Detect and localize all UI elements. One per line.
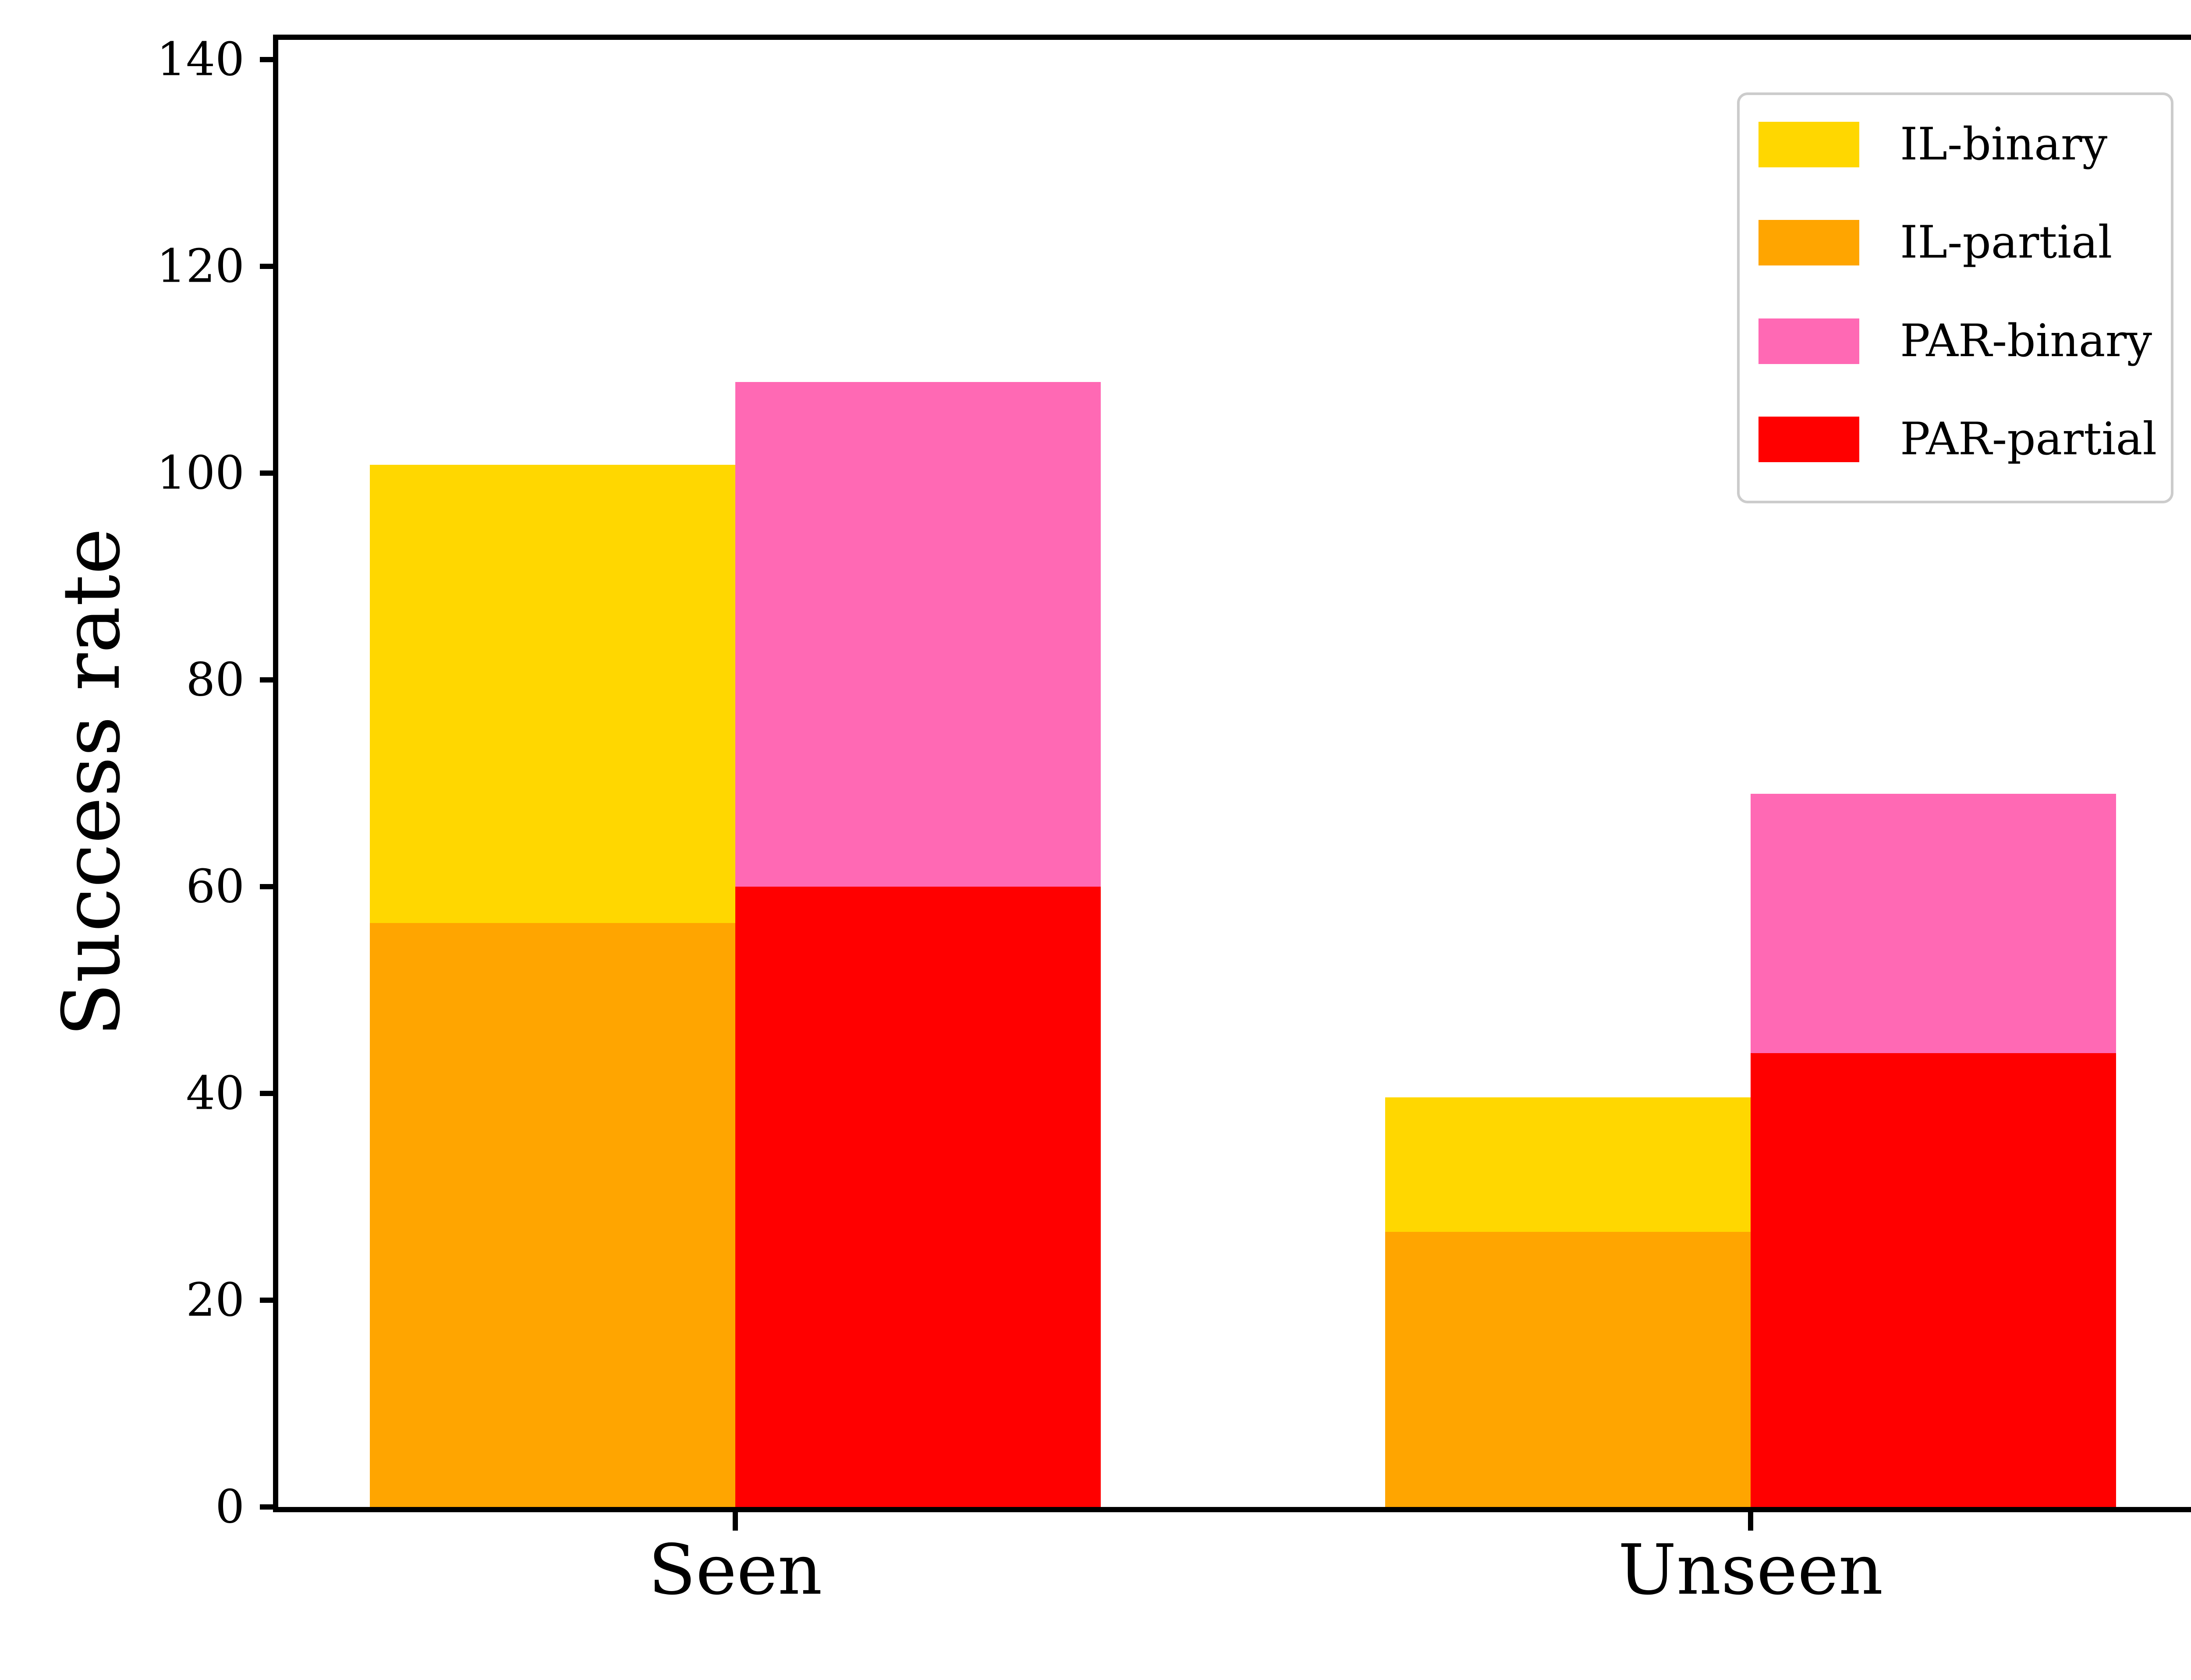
legend-entry-par-binary: PAR-binary xyxy=(1740,318,2171,364)
bar-unseen-il-partial xyxy=(1385,1232,1751,1507)
bar-seen-par-partial xyxy=(735,887,1101,1507)
y-tick-label-60: 60 xyxy=(186,859,245,913)
bar-unseen-par-partial xyxy=(1751,1053,2116,1507)
y-tick-60 xyxy=(260,884,278,889)
legend-label-il-partial: IL-partial xyxy=(1900,216,2113,269)
y-axis-label: Success rate xyxy=(46,528,138,1037)
legend-label-par-binary: PAR-binary xyxy=(1900,315,2152,367)
legend-swatch-il-binary xyxy=(1758,122,1859,167)
y-tick-80 xyxy=(260,677,278,683)
x-tick-label-unseen: Unseen xyxy=(1618,1530,1883,1610)
legend-swatch-par-partial xyxy=(1758,416,1859,462)
legend-entry-il-binary: IL-binary xyxy=(1740,122,2171,167)
y-tick-label-120: 120 xyxy=(156,239,245,293)
legend-swatch-par-binary xyxy=(1758,318,1859,364)
legend-entry-il-partial: IL-partial xyxy=(1740,216,2171,269)
legend: IL-binary IL-partial PAR-binary PAR-partial xyxy=(1737,92,2173,503)
y-tick-40 xyxy=(260,1091,278,1096)
y-tick-label-40: 40 xyxy=(186,1066,245,1120)
legend-label-par-partial: PAR-partial xyxy=(1900,413,2157,465)
y-tick-0 xyxy=(260,1504,278,1510)
legend-label-il-binary: IL-binary xyxy=(1900,118,2108,170)
legend-entry-par-partial: PAR-partial xyxy=(1740,413,2171,465)
y-tick-label-140: 140 xyxy=(156,32,245,86)
x-tick-seen xyxy=(733,1512,738,1531)
y-tick-20 xyxy=(260,1298,278,1303)
y-tick-label-100: 100 xyxy=(156,446,245,500)
x-tick-label-seen: Seen xyxy=(648,1530,823,1610)
x-tick-unseen xyxy=(1748,1512,1753,1531)
y-tick-label-80: 80 xyxy=(186,653,245,707)
y-tick-120 xyxy=(260,264,278,269)
plot-area: IL-binary IL-partial PAR-binary PAR-partial xyxy=(273,35,2191,1512)
y-tick-label-0: 0 xyxy=(215,1480,245,1534)
y-tick-140 xyxy=(260,57,278,62)
y-tick-label-20: 20 xyxy=(186,1273,245,1327)
y-tick-100 xyxy=(260,470,278,476)
legend-swatch-il-partial xyxy=(1758,220,1859,266)
bar-seen-il-partial xyxy=(370,923,735,1507)
